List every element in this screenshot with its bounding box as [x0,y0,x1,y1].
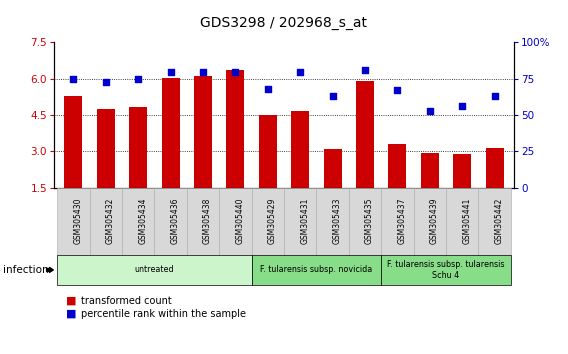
Text: GSM305433: GSM305433 [333,198,341,245]
Text: GSM305434: GSM305434 [138,198,147,245]
Bar [486,148,503,188]
Text: GSM305442: GSM305442 [495,198,504,245]
Text: GDS3298 / 202968_s_at: GDS3298 / 202968_s_at [201,16,367,30]
Point [263,86,272,92]
Bar [356,81,374,188]
Bar [97,109,115,188]
Point [101,79,110,85]
Text: GSM305441: GSM305441 [462,198,471,245]
Text: GSM305435: GSM305435 [365,198,374,245]
Point [328,93,337,99]
Point [231,69,240,74]
Text: ■: ■ [66,309,76,319]
Text: infection: infection [3,265,48,275]
Text: F. tularensis subsp. novicida: F. tularensis subsp. novicida [260,266,373,274]
Point [361,67,370,73]
Text: F. tularensis subsp. tularensis
Schu 4: F. tularensis subsp. tularensis Schu 4 [387,260,505,280]
Point [458,103,467,109]
Bar [130,107,147,188]
Text: transformed count: transformed count [81,296,172,306]
Point [198,69,207,74]
Point [296,69,305,74]
Text: GSM305439: GSM305439 [430,198,439,245]
Bar [227,70,244,188]
Bar [194,76,212,188]
Text: GSM305438: GSM305438 [203,198,212,245]
Point [490,93,499,99]
Text: GSM305440: GSM305440 [235,198,244,245]
Point [133,76,143,81]
Point [166,69,175,74]
Point [69,76,78,81]
Text: GSM305430: GSM305430 [73,198,82,245]
Text: untreated: untreated [135,266,174,274]
Text: GSM305437: GSM305437 [398,198,406,245]
Text: GSM305432: GSM305432 [106,198,115,245]
Bar [291,112,309,188]
Point [425,108,435,114]
Text: GSM305436: GSM305436 [170,198,179,245]
Bar [453,154,471,188]
Bar [162,78,179,188]
Bar [389,144,406,188]
Bar [259,115,277,188]
Text: GSM305431: GSM305431 [300,198,309,245]
Bar [65,96,82,188]
Bar [421,153,438,188]
Point [393,87,402,93]
Text: percentile rank within the sample: percentile rank within the sample [81,309,246,319]
Bar [324,149,341,188]
Text: GSM305429: GSM305429 [268,198,277,245]
Text: ■: ■ [66,296,76,306]
